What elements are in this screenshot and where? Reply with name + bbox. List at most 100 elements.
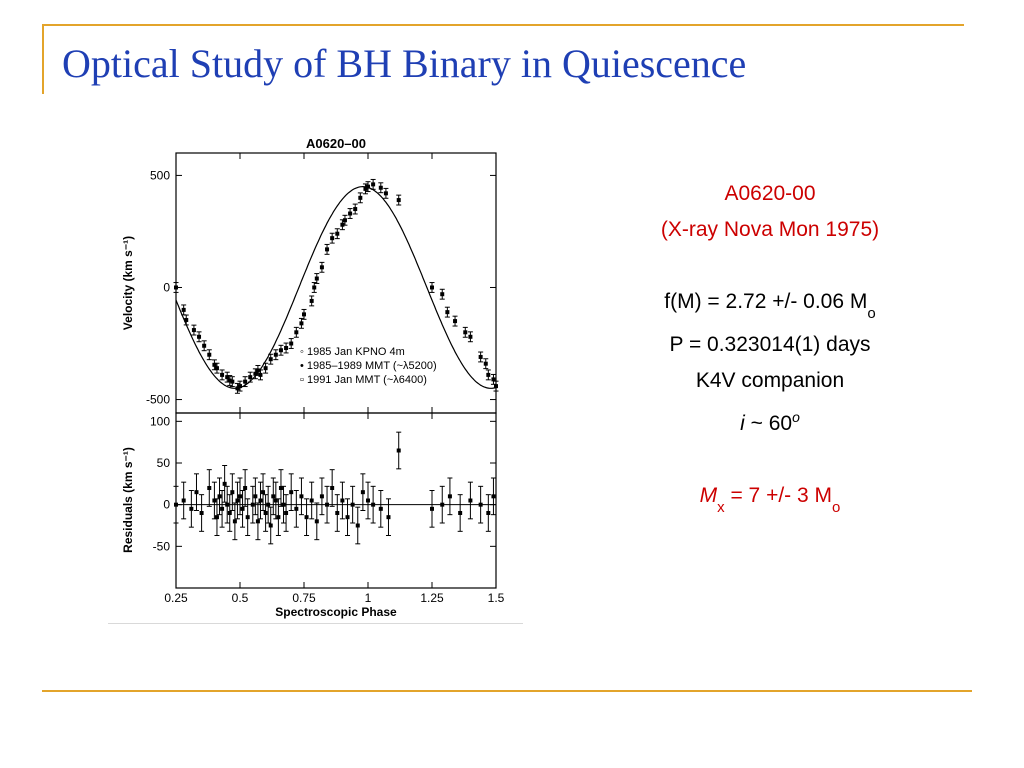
data-point bbox=[345, 515, 350, 520]
data-point bbox=[258, 372, 263, 377]
data-point bbox=[255, 368, 260, 373]
data-point bbox=[309, 298, 314, 303]
mass-function-text: f(M) = 2.72 +/- 0.06 M bbox=[664, 290, 868, 313]
data-point bbox=[350, 502, 355, 507]
data-point bbox=[366, 184, 370, 189]
data-point bbox=[238, 494, 242, 499]
data-point bbox=[486, 372, 491, 377]
data-point bbox=[396, 448, 401, 453]
data-point bbox=[478, 502, 483, 507]
data-point bbox=[281, 502, 286, 507]
data-point bbox=[355, 523, 360, 528]
data-point bbox=[268, 357, 273, 362]
bottom-accent-rule bbox=[42, 690, 972, 692]
data-point bbox=[366, 498, 370, 503]
data-point bbox=[348, 211, 353, 216]
data-point bbox=[273, 498, 278, 503]
data-point bbox=[319, 265, 324, 270]
residuals-axis-label: Residuals (km s⁻¹) bbox=[121, 447, 135, 553]
data-point bbox=[199, 511, 204, 515]
data-point bbox=[220, 506, 225, 511]
data-point bbox=[253, 494, 258, 499]
data-point bbox=[214, 366, 219, 371]
data-point bbox=[250, 502, 255, 507]
mass-function-subscript: o bbox=[867, 305, 876, 323]
data-point bbox=[302, 312, 306, 317]
data-point bbox=[263, 366, 268, 371]
y-tick-label: 0 bbox=[163, 280, 170, 294]
data-point bbox=[483, 361, 488, 366]
data-point bbox=[189, 506, 194, 511]
mass-value-subscript: o bbox=[832, 499, 841, 517]
data-point bbox=[202, 343, 207, 348]
data-point bbox=[278, 486, 283, 490]
data-point bbox=[273, 352, 278, 357]
data-point bbox=[468, 334, 473, 339]
data-point bbox=[207, 486, 212, 490]
data-point bbox=[396, 198, 401, 203]
x-axis-label: Spectroscopic Phase bbox=[275, 605, 397, 619]
data-point bbox=[340, 498, 345, 503]
data-point bbox=[278, 348, 283, 353]
inclination: i ~ 60o bbox=[590, 399, 950, 442]
data-point bbox=[309, 498, 314, 503]
data-point bbox=[212, 498, 217, 503]
data-point bbox=[181, 498, 186, 503]
y-tick-label: -500 bbox=[146, 393, 170, 407]
velocity-axis-label: Velocity (km s⁻¹) bbox=[121, 236, 135, 330]
data-point bbox=[255, 519, 260, 524]
mass-function: f(M) = 2.72 +/- 0.06 Mo bbox=[590, 284, 950, 327]
data-point bbox=[378, 506, 383, 511]
chart-title: A0620–00 bbox=[306, 136, 366, 151]
data-point bbox=[284, 346, 289, 350]
data-point bbox=[330, 486, 335, 490]
data-point bbox=[214, 515, 219, 520]
data-point bbox=[253, 371, 258, 376]
data-point bbox=[207, 352, 212, 357]
data-point bbox=[478, 354, 483, 359]
x-tick-label: 1.25 bbox=[420, 591, 444, 605]
data-point bbox=[243, 379, 248, 384]
data-point bbox=[494, 384, 498, 389]
data-point bbox=[371, 502, 376, 507]
data-point bbox=[325, 247, 330, 252]
data-point bbox=[335, 511, 340, 515]
legend-entry: • 1985–1989 MMT (~λ5200) bbox=[300, 360, 437, 372]
system-facts: A0620-00 (X-ray Nova Mon 1975) f(M) = 2.… bbox=[590, 176, 950, 521]
object-name: A0620-00 bbox=[724, 182, 816, 205]
data-point bbox=[271, 494, 276, 499]
data-point bbox=[445, 310, 450, 315]
black-hole-mass: Mx = 7 +/- 3 Mo bbox=[590, 478, 950, 521]
y-tick-label: 500 bbox=[150, 168, 170, 182]
data-point bbox=[314, 276, 319, 281]
data-point bbox=[299, 494, 304, 499]
data-point bbox=[386, 515, 391, 520]
x-tick-label: 0.5 bbox=[232, 591, 249, 605]
data-point bbox=[243, 486, 248, 490]
mass-value: = 7 +/- 3 M bbox=[724, 484, 833, 508]
x-tick-label: 1 bbox=[365, 591, 372, 605]
data-point bbox=[268, 523, 273, 528]
data-point bbox=[248, 375, 253, 380]
chart-legend: ◦ 1985 Jan KPNO 4m • 1985–1989 MMT (~λ52… bbox=[300, 346, 437, 386]
y-tick-label: -50 bbox=[153, 539, 171, 553]
data-point bbox=[360, 490, 365, 495]
residuals-panel-frame bbox=[175, 412, 497, 589]
spacer bbox=[590, 442, 950, 478]
data-point bbox=[430, 506, 434, 511]
data-point bbox=[491, 377, 496, 382]
data-point bbox=[340, 222, 345, 227]
inclination-degree: o bbox=[792, 409, 800, 426]
data-point bbox=[276, 515, 281, 520]
data-point bbox=[363, 186, 368, 191]
data-point bbox=[220, 372, 225, 377]
mass-symbol-subscript: x bbox=[717, 499, 725, 517]
side-accent-rule bbox=[42, 24, 44, 94]
orbital-period: P = 0.323014(1) days bbox=[669, 333, 871, 357]
data-point bbox=[225, 502, 230, 507]
data-point bbox=[227, 511, 232, 515]
data-point bbox=[335, 231, 340, 236]
y-tick-label: 100 bbox=[150, 414, 170, 428]
radial-velocity-figure: A0620–00 Velocity (km s⁻¹) Residuals (km… bbox=[108, 128, 523, 624]
